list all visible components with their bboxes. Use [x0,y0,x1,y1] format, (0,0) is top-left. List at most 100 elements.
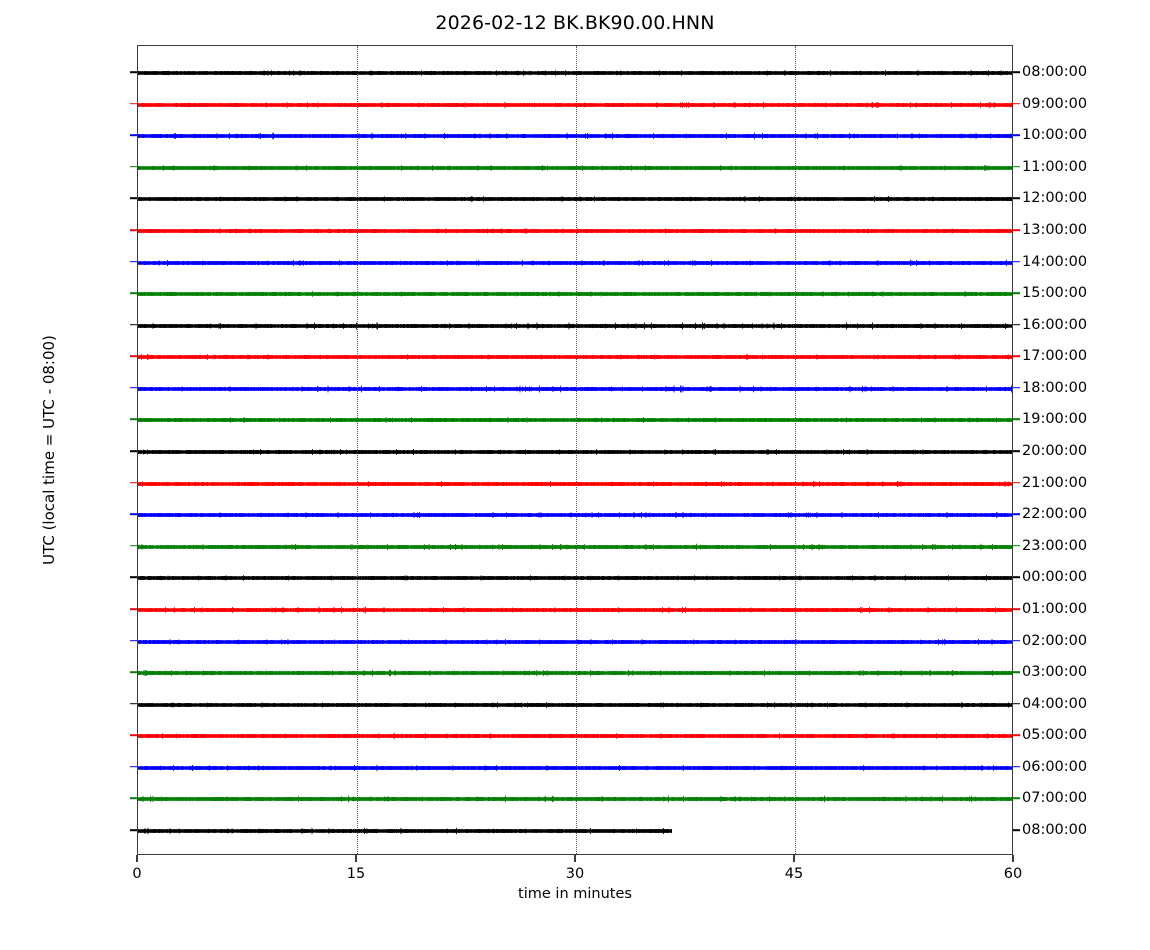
y-axis-tick-label-right: 08:00:00 [1022,64,1088,80]
y-axis-tick-mark-right [1013,829,1020,831]
y-axis-tick-label-right: 14:00:00 [1022,253,1088,270]
y-axis-tick-mark-right [1013,544,1020,547]
y-axis-tick-mark-right [1013,481,1020,484]
y-axis-tick-mark-right [1013,134,1020,136]
y-axis-tick-mark-right [1013,197,1020,200]
y-axis-tick-mark-left [130,576,137,579]
x-axis-tick-mark [574,855,576,862]
y-axis-tick-label-right: 20:00:00 [1022,443,1088,459]
x-axis-tick-mark [136,855,138,862]
y-axis-tick-mark-left [130,134,137,136]
y-axis-tick-mark-right [1013,450,1020,452]
plot-area [137,45,1013,855]
y-axis-label-text: UTC (local time = UTC - 08:00) [40,335,58,565]
y-axis-tick-mark-left [130,102,137,105]
y-axis-tick-mark-right [1013,165,1020,168]
x-axis-tick-mark [355,855,357,862]
y-axis-tick-label-right: 01:00:00 [1022,600,1088,617]
y-axis-tick-mark-left [130,292,137,294]
trace-row [138,444,1012,460]
y-axis-tick-mark-right [1013,639,1020,642]
y-axis-tick-mark-left [130,608,137,610]
y-axis-tick-label-right: 12:00:00 [1022,190,1088,207]
y-axis-tick-mark-right [1013,576,1020,579]
y-axis-tick-mark-left [130,450,137,452]
y-axis-tick-label-right: 23:00:00 [1022,537,1088,554]
x-axis-tick-label: 60 [1003,866,1023,882]
y-axis-tick-label-right: 06:00:00 [1022,758,1088,775]
trace-row [138,601,1012,618]
y-axis-tick-mark-right [1013,671,1020,673]
y-axis-tick-label-right: 09:00:00 [1022,95,1088,112]
y-axis-tick-mark-left [130,197,137,200]
y-axis-tick-mark-right [1013,355,1020,358]
y-axis-tick-mark-left [130,387,137,389]
trace-row [138,128,1012,145]
y-axis-tick-mark-right [1013,734,1020,737]
trace-row [138,791,1012,808]
trace-row [138,507,1012,524]
trace-row [138,380,1012,397]
trace-row [138,254,1012,271]
trace-row [138,823,672,839]
y-axis-tick-mark-right [1013,797,1020,800]
x-axis-tick-label: 45 [784,866,804,882]
y-axis-tick-mark-left [130,639,137,642]
y-axis-tick-mark-left [130,671,137,673]
y-axis-tick-mark-left [130,71,137,73]
x-axis-tick-label: 0 [132,866,142,882]
y-axis-tick-mark-left [130,260,137,263]
y-axis-tick-mark-left [130,513,137,515]
y-axis-tick-label-right: 11:00:00 [1022,158,1088,175]
y-axis-tick-label-right: 22:00:00 [1022,506,1088,523]
trace-row [138,286,1012,303]
x-axis-tick-mark [1012,855,1014,862]
trace-row [138,412,1012,429]
trace-row [138,570,1012,587]
y-axis-tick-mark-left [130,766,137,768]
y-axis-tick-mark-left [130,481,137,484]
y-axis-tick-label-right: 05:00:00 [1022,727,1088,744]
y-axis-tick-mark-left [130,734,137,737]
y-axis-tick-label-right: 00:00:00 [1022,569,1088,586]
y-axis-tick-mark-left [130,323,137,326]
y-axis-tick-label-right: 07:00:00 [1022,790,1088,807]
y-axis-tick-label-right: 17:00:00 [1022,348,1088,365]
y-axis-tick-label-right: 13:00:00 [1022,221,1088,238]
y-axis-tick-mark-right [1013,229,1020,231]
trace-row [138,96,1012,113]
y-axis-tick-mark-right [1013,702,1020,705]
trace-row [138,159,1012,176]
trace-row [138,191,1012,208]
trace-row [138,475,1012,492]
trace-row [138,222,1012,239]
y-axis-tick-mark-right [1013,323,1020,326]
y-axis-tick-mark-left [130,165,137,168]
trace-row [138,633,1012,650]
trace-row [138,759,1012,776]
x-axis-tick-mark [793,855,795,862]
y-axis-tick-mark-right [1013,292,1020,294]
y-axis-tick-mark-right [1013,102,1020,105]
y-axis-tick-mark-left [130,702,137,705]
x-axis-tick-label: 15 [346,866,366,882]
trace-row [138,665,1012,682]
trace-row [138,538,1012,555]
trace-row [138,728,1012,745]
y-axis-tick-label-right: 18:00:00 [1022,379,1088,396]
y-axis-tick-mark-right [1013,608,1020,610]
trace-row [138,349,1012,366]
y-axis-tick-mark-left [130,229,137,231]
y-axis-tick-mark-right [1013,418,1020,421]
y-axis-tick-mark-left [130,544,137,547]
y-axis-tick-label-right: 16:00:00 [1022,316,1088,333]
y-axis-tick-mark-right [1013,260,1020,263]
y-axis-tick-label-right: 21:00:00 [1022,474,1088,491]
y-axis-tick-label-right: 15:00:00 [1022,285,1088,302]
trace-row [138,696,1012,713]
y-axis-tick-mark-left [130,418,137,421]
y-axis-tick-label-right: 03:00:00 [1022,664,1088,681]
trace-row [138,317,1012,334]
y-axis-tick-mark-left [130,829,137,831]
plot-inner [138,46,1012,854]
